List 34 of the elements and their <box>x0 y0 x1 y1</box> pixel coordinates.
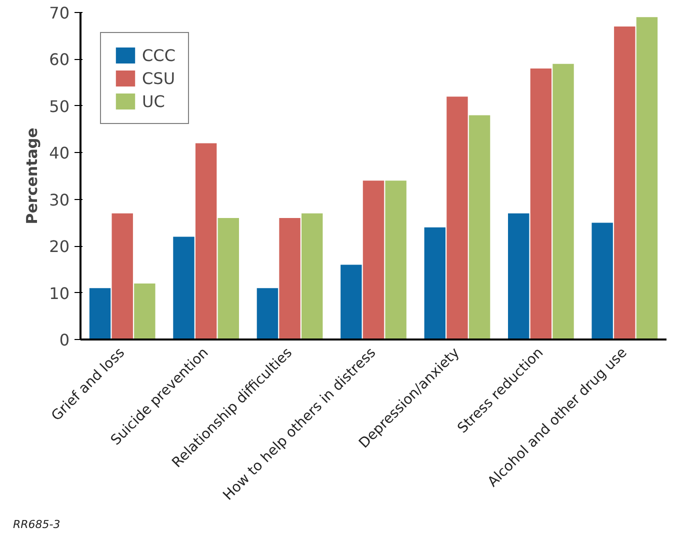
bar <box>636 17 658 340</box>
y-tick-label: 70 <box>49 4 70 22</box>
bar <box>530 68 552 340</box>
bar <box>279 218 300 340</box>
bar <box>134 283 156 340</box>
bar <box>218 218 239 340</box>
legend-label: UC <box>142 92 165 110</box>
y-tick-label: 30 <box>49 190 70 210</box>
legend-label: CCC <box>142 46 176 64</box>
bar <box>468 115 490 340</box>
bar <box>385 180 406 340</box>
bar <box>362 180 384 340</box>
y-tick-label: 10 <box>49 284 70 303</box>
bar <box>89 288 111 340</box>
bar <box>592 222 613 340</box>
y-tick-label: 40 <box>49 144 70 163</box>
y-tick-label: 0 <box>59 330 70 350</box>
bar <box>614 26 636 340</box>
y-tick-label: 20 <box>49 237 70 256</box>
y-axis-title: Percentage <box>23 128 42 224</box>
bar <box>446 96 468 340</box>
y-tick-label: 60 <box>49 50 70 70</box>
bar <box>552 64 574 340</box>
bar <box>302 213 323 340</box>
y-tick-label: 50 <box>49 96 70 116</box>
bar <box>256 288 278 340</box>
bar <box>340 264 362 340</box>
bar <box>424 227 446 340</box>
legend-label: CSU <box>142 68 176 88</box>
text: RR685-3 <box>13 517 60 533</box>
bar <box>508 213 530 340</box>
bar <box>195 143 217 340</box>
bar <box>112 213 133 340</box>
bar <box>173 236 194 340</box>
